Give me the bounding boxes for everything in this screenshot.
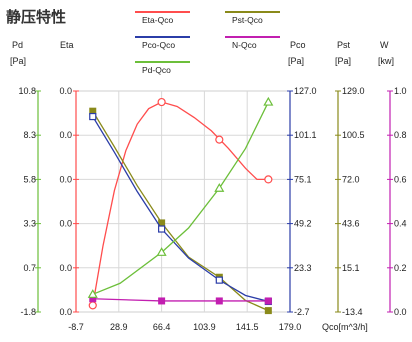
axis-tick-label-pd: -1.8 xyxy=(20,307,36,317)
x-tick-label: 66.4 xyxy=(153,322,171,332)
x-tick-label: 28.9 xyxy=(110,322,128,332)
series-line-n xyxy=(92,298,269,302)
axis-tick-label-pco: 23.3 xyxy=(294,263,312,273)
point-pd xyxy=(214,183,225,192)
axis-tick-label-pco: 75.1 xyxy=(294,174,312,184)
axis-tick-label-n: 0.4 xyxy=(394,219,407,229)
point-n xyxy=(215,297,223,305)
point-pd xyxy=(156,247,167,256)
axis-title-pco: Pco xyxy=(290,40,306,50)
x-axis-label: Qco[m^3/h] xyxy=(322,322,368,332)
axis-tick-label-pst: 129.0 xyxy=(342,86,365,96)
axes: -8.7 28.9 66.4 103.9 141.5 179.0 10.8 8.3 5.8 3.3… xyxy=(18,86,406,332)
point-pd xyxy=(87,289,98,298)
axis-tick-label-eta: 0.0 xyxy=(59,219,72,229)
point-pco xyxy=(89,112,97,121)
axis-tick-label-pco: 49.2 xyxy=(294,219,312,229)
point-eta xyxy=(88,301,97,310)
axis-tick-label-n: 1.0 xyxy=(394,86,407,96)
point-pst xyxy=(264,307,272,315)
point-pd xyxy=(263,96,274,106)
legend-label-pst: Pst-Qco xyxy=(232,15,263,25)
axis-unit-pst: [Pa] xyxy=(335,56,351,66)
axis-title-n: W xyxy=(380,40,389,50)
point-n xyxy=(264,297,272,305)
axis-unit-pco: [Pa] xyxy=(288,56,304,66)
axis-title-eta: Eta xyxy=(60,40,74,50)
axis-tick-label-n: 0.6 xyxy=(394,174,407,184)
axis-tick-label-pd: 3.3 xyxy=(23,219,36,229)
axis-tick-label-pco: 127.0 xyxy=(294,86,317,96)
axis-tick-label-pd: 0.7 xyxy=(23,263,36,273)
point-pco xyxy=(158,225,166,233)
legend-label-eta: Eta-Qco xyxy=(142,15,173,25)
axis-tick-label-pst: 15.1 xyxy=(342,263,360,273)
axis-tick-label-pst: 72.0 xyxy=(342,174,360,184)
axis-tick-label-n: 0.2 xyxy=(394,263,407,273)
axis-tick-label-n: 0.8 xyxy=(394,130,407,140)
axis-tick-label-eta: 0.0 xyxy=(59,263,72,273)
axis-tick-label-eta: 0.0 xyxy=(59,307,72,317)
axis-titles: Pd [Pa] Eta Pco [Pa] Pst [Pa] W [kw] xyxy=(10,40,394,66)
x-tick-label: -8.7 xyxy=(68,322,84,332)
series-line-eta xyxy=(92,101,269,306)
axis-tick-label-pco: 101.1 xyxy=(294,130,317,140)
axis-title-pd: Pd xyxy=(12,40,23,50)
legend-label-pco: Pco-Qco xyxy=(142,40,175,50)
axis-tick-label-pst: -13.4 xyxy=(342,307,363,317)
axis-tick-label-pco: -2.7 xyxy=(294,307,310,317)
legend-label-pd: Pd-Qco xyxy=(142,65,171,75)
legend: Eta-Qco Pst-Qco Pco-Qco N-Qco Pd-Qco xyxy=(135,11,280,75)
chart-title: 静压特性 xyxy=(6,8,66,26)
x-tick-label: 141.5 xyxy=(236,322,259,332)
point-eta xyxy=(157,97,166,107)
legend-label-n: N-Qco xyxy=(232,40,257,50)
series-line-pco xyxy=(92,116,269,303)
series-line-pd xyxy=(92,101,269,295)
axis-tick-label-pd: 10.8 xyxy=(18,86,36,96)
point-pco xyxy=(215,276,223,284)
axis-tick-label-eta: 0.0 xyxy=(59,130,72,140)
series-layer xyxy=(87,96,274,315)
axis-tick-label-eta: 0.0 xyxy=(59,174,72,184)
point-eta xyxy=(264,175,273,184)
axis-tick-label-pd: 8.3 xyxy=(23,130,36,140)
axis-tick-label-pst: 43.6 xyxy=(342,219,360,229)
axis-tick-label-pd: 5.8 xyxy=(23,174,36,184)
x-tick-label: 103.9 xyxy=(193,322,216,332)
axis-unit-n: [kw] xyxy=(378,56,394,66)
axis-tick-label-n: 0.0 xyxy=(394,307,407,317)
axis-tick-label-pst: 100.5 xyxy=(342,130,365,140)
axis-unit-pd: [Pa] xyxy=(10,56,26,66)
axis-tick-label-eta: 0.0 xyxy=(59,86,72,96)
axis-title-pst: Pst xyxy=(337,40,351,50)
point-eta xyxy=(215,135,224,144)
x-tick-label: 179.0 xyxy=(279,322,302,332)
point-n xyxy=(158,297,166,305)
